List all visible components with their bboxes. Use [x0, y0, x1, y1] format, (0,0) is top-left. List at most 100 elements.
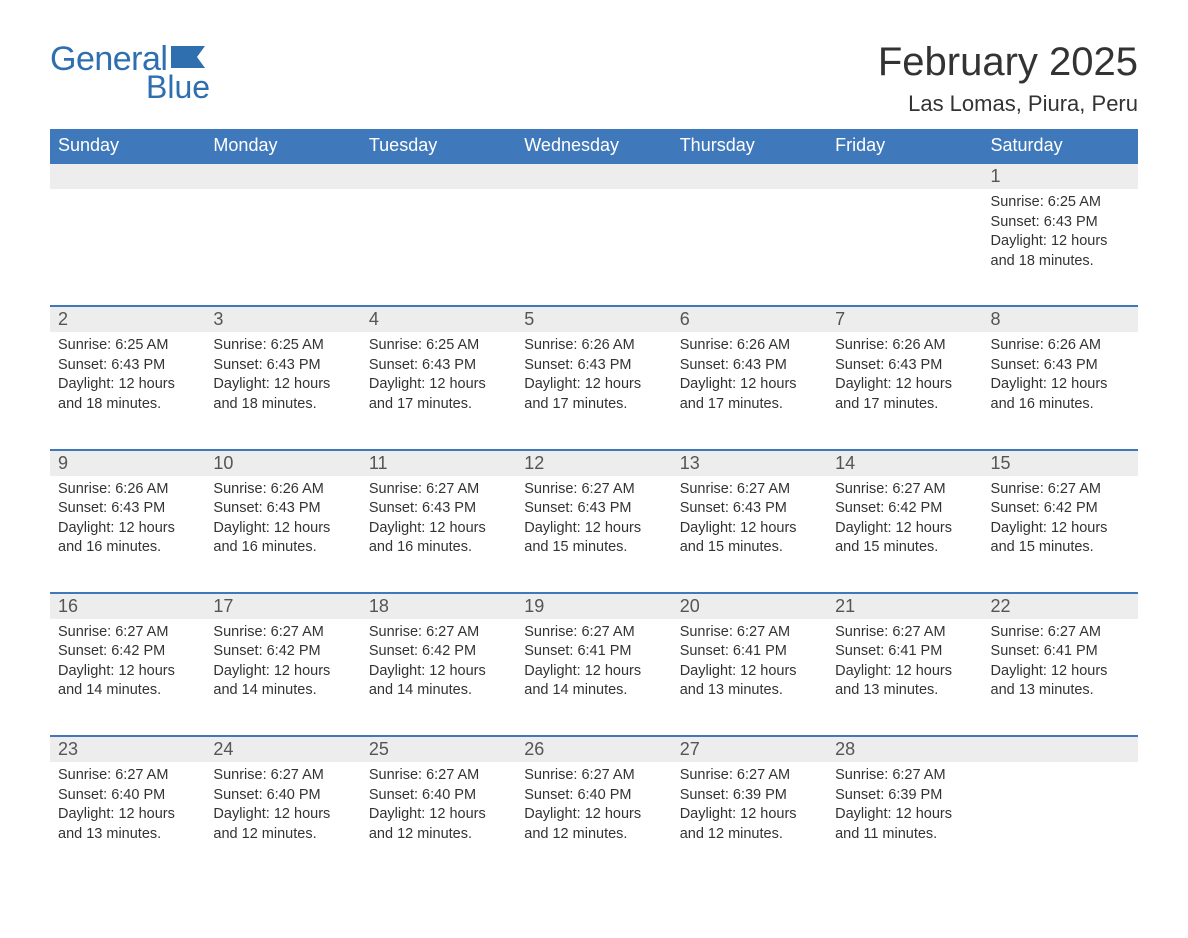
daylight-line: Daylight: 12 hours and 13 minutes.	[991, 662, 1130, 701]
day-header: Sunday	[50, 129, 205, 163]
header: General Blue February 2025 Las Lomas, Pi…	[50, 40, 1138, 117]
daylight-line: Daylight: 12 hours and 14 minutes.	[213, 662, 352, 701]
sunrise-line: Sunrise: 6:26 AM	[835, 336, 974, 356]
sunset-line: Sunset: 6:42 PM	[369, 642, 508, 662]
sunset-line: Sunset: 6:41 PM	[991, 642, 1130, 662]
daylight-line: Daylight: 12 hours and 18 minutes.	[213, 375, 352, 414]
week-data-row: Sunrise: 6:27 AMSunset: 6:40 PMDaylight:…	[50, 762, 1138, 878]
day-number: 4	[361, 306, 516, 332]
brand-logo: General Blue	[50, 40, 210, 106]
daylight-line: Daylight: 12 hours and 17 minutes.	[524, 375, 663, 414]
sunrise-line: Sunrise: 6:25 AM	[991, 193, 1130, 213]
day-cell	[983, 762, 1138, 878]
sunset-line: Sunset: 6:41 PM	[835, 642, 974, 662]
daylight-line: Daylight: 12 hours and 12 minutes.	[680, 805, 819, 844]
day-cell	[361, 189, 516, 306]
day-cell: Sunrise: 6:27 AMSunset: 6:40 PMDaylight:…	[205, 762, 360, 878]
day-header: Thursday	[672, 129, 827, 163]
day-header: Wednesday	[516, 129, 671, 163]
day-cell: Sunrise: 6:27 AMSunset: 6:42 PMDaylight:…	[361, 619, 516, 736]
day-cell: Sunrise: 6:27 AMSunset: 6:41 PMDaylight:…	[672, 619, 827, 736]
day-cell: Sunrise: 6:27 AMSunset: 6:41 PMDaylight:…	[983, 619, 1138, 736]
day-number: 19	[516, 593, 671, 619]
day-number: 21	[827, 593, 982, 619]
sunrise-line: Sunrise: 6:27 AM	[58, 766, 197, 786]
brand-word-2: Blue	[146, 69, 210, 106]
daylight-line: Daylight: 12 hours and 14 minutes.	[58, 662, 197, 701]
daylight-line: Daylight: 12 hours and 18 minutes.	[58, 375, 197, 414]
daylight-line: Daylight: 12 hours and 17 minutes.	[835, 375, 974, 414]
day-number	[516, 163, 671, 189]
day-number: 23	[50, 736, 205, 762]
sunset-line: Sunset: 6:39 PM	[680, 786, 819, 806]
day-number: 10	[205, 450, 360, 476]
day-number: 6	[672, 306, 827, 332]
sunrise-line: Sunrise: 6:27 AM	[369, 623, 508, 643]
daylight-line: Daylight: 12 hours and 12 minutes.	[369, 805, 508, 844]
sunset-line: Sunset: 6:43 PM	[369, 499, 508, 519]
day-number: 13	[672, 450, 827, 476]
day-number: 5	[516, 306, 671, 332]
sunrise-line: Sunrise: 6:27 AM	[835, 480, 974, 500]
week-data-row: Sunrise: 6:27 AMSunset: 6:42 PMDaylight:…	[50, 619, 1138, 736]
day-number: 2	[50, 306, 205, 332]
day-cell: Sunrise: 6:27 AMSunset: 6:43 PMDaylight:…	[672, 476, 827, 593]
day-cell: Sunrise: 6:25 AMSunset: 6:43 PMDaylight:…	[361, 332, 516, 449]
daylight-line: Daylight: 12 hours and 15 minutes.	[835, 519, 974, 558]
day-cell: Sunrise: 6:26 AMSunset: 6:43 PMDaylight:…	[205, 476, 360, 593]
daylight-line: Daylight: 12 hours and 12 minutes.	[524, 805, 663, 844]
day-number	[672, 163, 827, 189]
week-daynum-row: 9101112131415	[50, 450, 1138, 476]
daylight-line: Daylight: 12 hours and 16 minutes.	[991, 375, 1130, 414]
sunset-line: Sunset: 6:41 PM	[524, 642, 663, 662]
day-cell	[50, 189, 205, 306]
day-cell: Sunrise: 6:25 AMSunset: 6:43 PMDaylight:…	[50, 332, 205, 449]
daylight-line: Daylight: 12 hours and 15 minutes.	[680, 519, 819, 558]
sunset-line: Sunset: 6:43 PM	[524, 356, 663, 376]
week-daynum-row: 1	[50, 163, 1138, 189]
sunset-line: Sunset: 6:40 PM	[369, 786, 508, 806]
sunrise-line: Sunrise: 6:27 AM	[835, 766, 974, 786]
calendar-table: SundayMondayTuesdayWednesdayThursdayFrid…	[50, 129, 1138, 878]
sunset-line: Sunset: 6:43 PM	[991, 356, 1130, 376]
day-cell: Sunrise: 6:27 AMSunset: 6:43 PMDaylight:…	[516, 476, 671, 593]
day-number: 1	[983, 163, 1138, 189]
sunrise-line: Sunrise: 6:27 AM	[991, 623, 1130, 643]
day-number: 22	[983, 593, 1138, 619]
daylight-line: Daylight: 12 hours and 14 minutes.	[369, 662, 508, 701]
sunrise-line: Sunrise: 6:27 AM	[524, 480, 663, 500]
daylight-line: Daylight: 12 hours and 11 minutes.	[835, 805, 974, 844]
daylight-line: Daylight: 12 hours and 16 minutes.	[213, 519, 352, 558]
day-header-row: SundayMondayTuesdayWednesdayThursdayFrid…	[50, 129, 1138, 163]
week-daynum-row: 2345678	[50, 306, 1138, 332]
sunrise-line: Sunrise: 6:25 AM	[58, 336, 197, 356]
sunrise-line: Sunrise: 6:26 AM	[213, 480, 352, 500]
title-block: February 2025 Las Lomas, Piura, Peru	[878, 40, 1138, 117]
sunset-line: Sunset: 6:40 PM	[524, 786, 663, 806]
day-cell	[672, 189, 827, 306]
day-number: 11	[361, 450, 516, 476]
day-cell: Sunrise: 6:27 AMSunset: 6:40 PMDaylight:…	[361, 762, 516, 878]
day-number: 27	[672, 736, 827, 762]
sunset-line: Sunset: 6:39 PM	[835, 786, 974, 806]
sunrise-line: Sunrise: 6:27 AM	[213, 623, 352, 643]
day-number: 14	[827, 450, 982, 476]
week-data-row: Sunrise: 6:25 AMSunset: 6:43 PMDaylight:…	[50, 332, 1138, 449]
daylight-line: Daylight: 12 hours and 17 minutes.	[369, 375, 508, 414]
sunrise-line: Sunrise: 6:25 AM	[369, 336, 508, 356]
day-header: Tuesday	[361, 129, 516, 163]
day-cell: Sunrise: 6:26 AMSunset: 6:43 PMDaylight:…	[672, 332, 827, 449]
week-daynum-row: 232425262728	[50, 736, 1138, 762]
day-number: 12	[516, 450, 671, 476]
day-header: Friday	[827, 129, 982, 163]
sunrise-line: Sunrise: 6:26 AM	[991, 336, 1130, 356]
sunset-line: Sunset: 6:43 PM	[524, 499, 663, 519]
day-cell: Sunrise: 6:25 AMSunset: 6:43 PMDaylight:…	[983, 189, 1138, 306]
sunset-line: Sunset: 6:43 PM	[680, 356, 819, 376]
day-cell: Sunrise: 6:26 AMSunset: 6:43 PMDaylight:…	[827, 332, 982, 449]
sunset-line: Sunset: 6:43 PM	[369, 356, 508, 376]
sunrise-line: Sunrise: 6:27 AM	[835, 623, 974, 643]
day-number: 20	[672, 593, 827, 619]
day-number	[50, 163, 205, 189]
day-cell: Sunrise: 6:27 AMSunset: 6:40 PMDaylight:…	[50, 762, 205, 878]
